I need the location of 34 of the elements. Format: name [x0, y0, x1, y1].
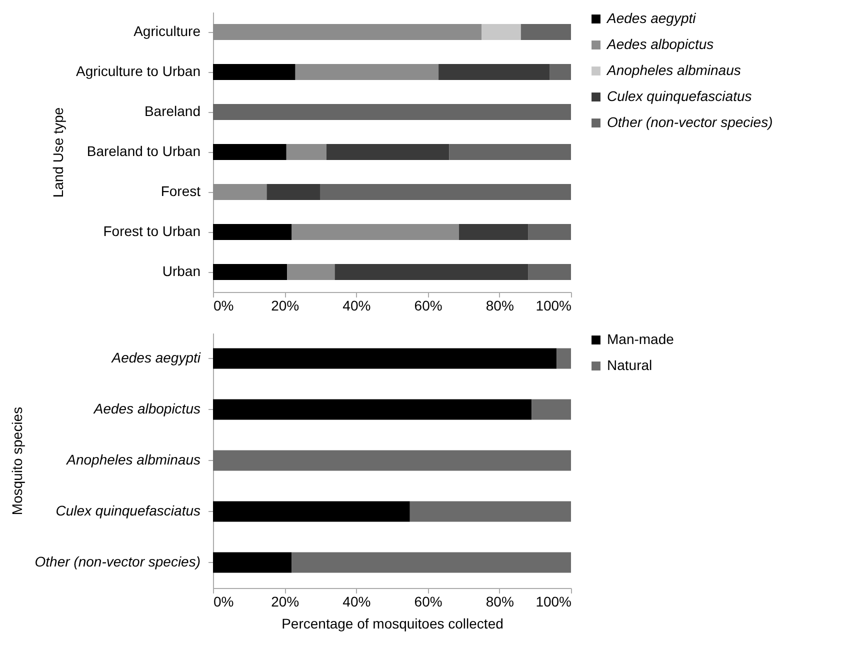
legend-label: Other (non-vector species) [607, 114, 773, 130]
legend-label: Aedes albopictus [606, 36, 714, 52]
x-tick-label: 80% [486, 298, 514, 314]
y-tick-label: Forest to Urban [103, 223, 200, 239]
x-tick-label: 0% [214, 298, 234, 314]
legend-label: Natural [607, 357, 652, 373]
legend-label: Culex quinquefasciatus [607, 88, 752, 104]
y-tick-label: Aedes aegypti [110, 350, 202, 366]
legend-label: Aedes aegypti [606, 10, 697, 26]
x-tick-label: 80% [486, 594, 514, 610]
x-tick-label: 40% [342, 594, 371, 610]
y-tick-label: Forest [160, 183, 201, 199]
y-tick-label: Bareland [144, 103, 200, 119]
legend-label: Anopheles albminaus [606, 62, 741, 78]
x-axis-title: Percentage of mosquitoes collected [282, 616, 504, 632]
x-tick-label: 20% [271, 298, 300, 314]
x-tick-label: 40% [342, 298, 371, 314]
y-tick-label: Culex quinquefasciatus [56, 502, 200, 518]
y-tick-label: Aedes albopictus [92, 400, 200, 416]
x-tick-label: 60% [414, 298, 442, 314]
x-tick-label: 60% [414, 594, 442, 610]
y-tick-label: Other (non-vector species) [34, 554, 200, 570]
y-axis-title: Land Use type [50, 107, 66, 198]
x-tick-label: 0% [214, 594, 234, 610]
x-tick-label: 100% [536, 594, 572, 610]
y-axis-title: Mosquito species [8, 406, 25, 516]
y-tick-label: Anopheles albminaus [66, 452, 200, 468]
y-tick-label: Urban [162, 263, 200, 279]
x-tick-label: 100% [536, 298, 572, 314]
legend-label: Man-made [607, 331, 674, 347]
y-tick-label: Agriculture [134, 23, 201, 39]
x-tick-label: 20% [271, 594, 300, 610]
y-tick-label: Agriculture to Urban [76, 63, 200, 79]
y-tick-label: Bareland to Urban [86, 143, 200, 159]
